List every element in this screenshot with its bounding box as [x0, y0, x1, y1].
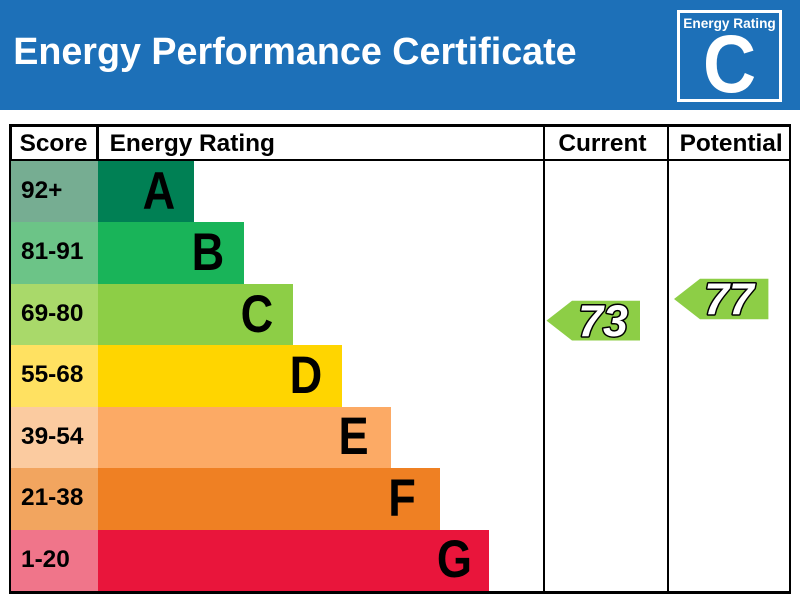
- svg-text:77: 77: [704, 275, 756, 324]
- svg-text:73: 73: [578, 297, 628, 346]
